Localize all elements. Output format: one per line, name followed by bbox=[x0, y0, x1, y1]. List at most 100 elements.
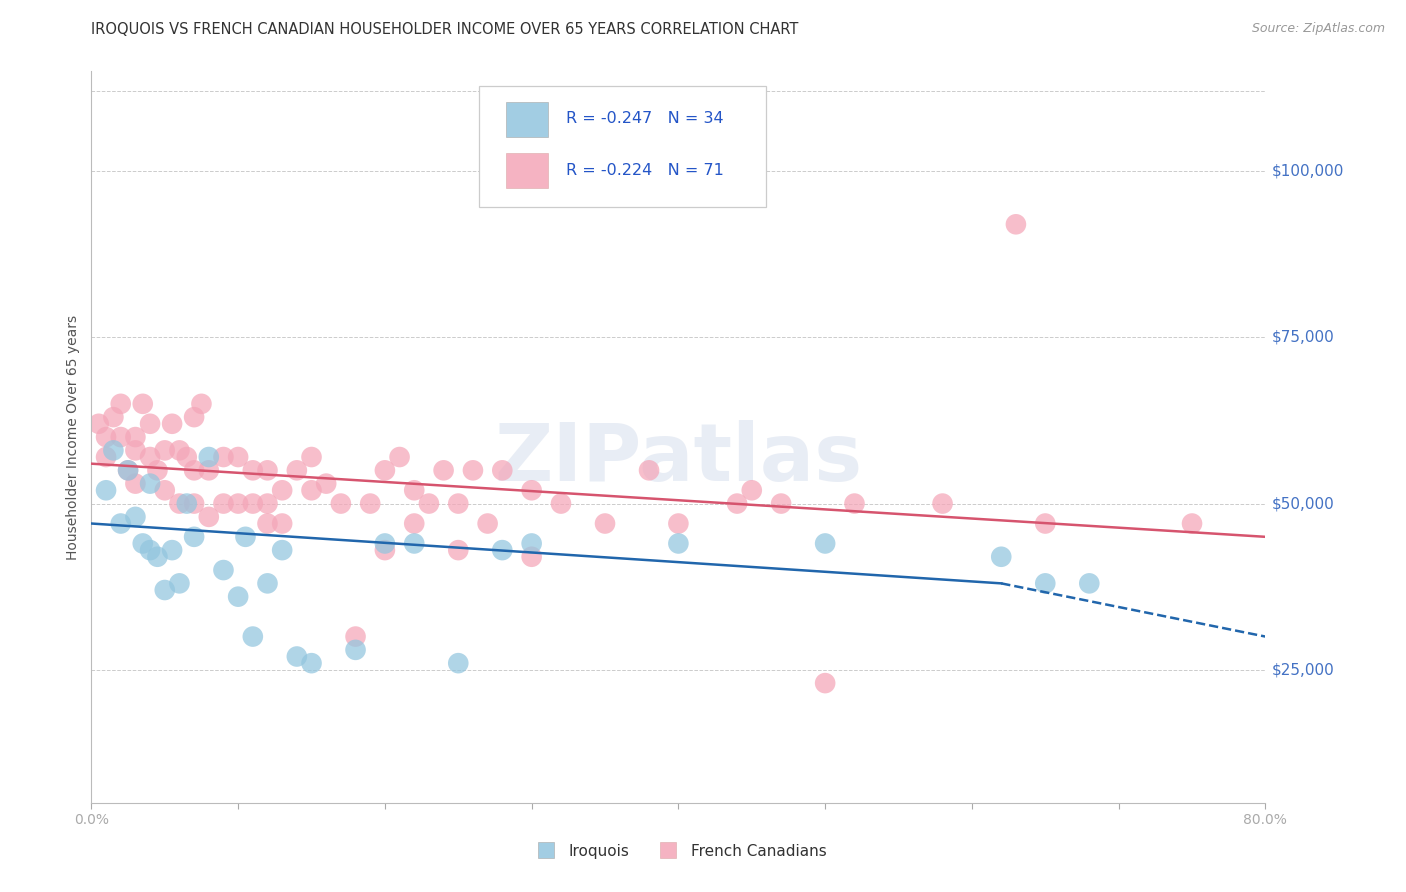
Point bbox=[242, 463, 264, 477]
Point bbox=[271, 543, 294, 558]
Point bbox=[285, 463, 308, 477]
Point bbox=[1005, 217, 1028, 231]
Point bbox=[315, 476, 337, 491]
Point bbox=[235, 530, 257, 544]
Point bbox=[242, 497, 264, 511]
Point bbox=[153, 582, 176, 597]
Point bbox=[110, 516, 132, 531]
Point bbox=[461, 463, 484, 477]
Point bbox=[124, 430, 146, 444]
Point bbox=[183, 530, 205, 544]
Point bbox=[344, 643, 367, 657]
Text: $25,000: $25,000 bbox=[1271, 663, 1334, 677]
Point bbox=[404, 536, 426, 550]
Point bbox=[87, 417, 110, 431]
Point bbox=[666, 536, 689, 550]
Legend: Iroquois, French Canadians: Iroquois, French Canadians bbox=[524, 838, 832, 864]
Point bbox=[124, 509, 146, 524]
Bar bbox=[506, 153, 548, 188]
Point bbox=[139, 417, 162, 431]
Point bbox=[124, 443, 146, 458]
Point bbox=[176, 497, 198, 511]
Point bbox=[169, 443, 191, 458]
Point bbox=[94, 483, 117, 498]
Point bbox=[169, 497, 191, 511]
Point bbox=[197, 509, 219, 524]
Point bbox=[226, 590, 249, 604]
Point bbox=[520, 536, 543, 550]
Point bbox=[139, 450, 162, 464]
Point bbox=[447, 656, 470, 670]
Point bbox=[477, 516, 499, 531]
Point bbox=[374, 543, 396, 558]
Point bbox=[1033, 576, 1056, 591]
Point bbox=[94, 450, 117, 464]
Point bbox=[153, 483, 176, 498]
Point bbox=[212, 497, 235, 511]
Point bbox=[153, 443, 176, 458]
Point bbox=[117, 463, 139, 477]
Point bbox=[212, 563, 235, 577]
Point bbox=[183, 410, 205, 425]
Point bbox=[197, 463, 219, 477]
FancyBboxPatch shape bbox=[479, 86, 766, 207]
Point bbox=[124, 476, 146, 491]
Point bbox=[94, 430, 117, 444]
Point bbox=[176, 450, 198, 464]
Point bbox=[666, 516, 689, 531]
Point bbox=[1078, 576, 1101, 591]
Point bbox=[491, 543, 513, 558]
Point bbox=[520, 483, 543, 498]
Point bbox=[432, 463, 454, 477]
Point bbox=[931, 497, 953, 511]
Point bbox=[404, 483, 426, 498]
Point bbox=[226, 450, 249, 464]
Point bbox=[256, 576, 278, 591]
Text: Source: ZipAtlas.com: Source: ZipAtlas.com bbox=[1251, 22, 1385, 36]
Point bbox=[183, 463, 205, 477]
Point bbox=[256, 497, 278, 511]
Point bbox=[814, 536, 837, 550]
Point bbox=[329, 497, 352, 511]
Point bbox=[139, 476, 162, 491]
Point bbox=[110, 430, 132, 444]
Point bbox=[741, 483, 763, 498]
Point bbox=[197, 450, 219, 464]
Text: $75,000: $75,000 bbox=[1271, 330, 1334, 345]
Point bbox=[183, 497, 205, 511]
Point bbox=[344, 630, 367, 644]
Point bbox=[256, 463, 278, 477]
Point bbox=[132, 536, 155, 550]
Point bbox=[814, 676, 837, 690]
Point bbox=[418, 497, 440, 511]
Point bbox=[132, 397, 155, 411]
Point bbox=[117, 463, 139, 477]
Point bbox=[550, 497, 572, 511]
Text: R = -0.224   N = 71: R = -0.224 N = 71 bbox=[565, 162, 724, 178]
Point bbox=[725, 497, 748, 511]
Point bbox=[271, 516, 294, 531]
Point bbox=[139, 543, 162, 558]
Point bbox=[146, 463, 169, 477]
Point bbox=[388, 450, 411, 464]
Point bbox=[110, 397, 132, 411]
Text: IROQUOIS VS FRENCH CANADIAN HOUSEHOLDER INCOME OVER 65 YEARS CORRELATION CHART: IROQUOIS VS FRENCH CANADIAN HOUSEHOLDER … bbox=[91, 22, 799, 37]
Point bbox=[374, 536, 396, 550]
Y-axis label: Householder Income Over 65 years: Householder Income Over 65 years bbox=[66, 315, 80, 559]
Point bbox=[242, 630, 264, 644]
Point bbox=[256, 516, 278, 531]
Point bbox=[1033, 516, 1056, 531]
Point bbox=[103, 443, 125, 458]
Point bbox=[770, 497, 793, 511]
Point bbox=[301, 656, 323, 670]
Point bbox=[169, 576, 191, 591]
Point bbox=[844, 497, 866, 511]
Point bbox=[638, 463, 661, 477]
Point bbox=[226, 497, 249, 511]
Point bbox=[990, 549, 1012, 564]
Point bbox=[359, 497, 381, 511]
Text: R = -0.247   N = 34: R = -0.247 N = 34 bbox=[565, 112, 723, 127]
Point bbox=[146, 549, 169, 564]
Point bbox=[271, 483, 294, 498]
Point bbox=[212, 450, 235, 464]
